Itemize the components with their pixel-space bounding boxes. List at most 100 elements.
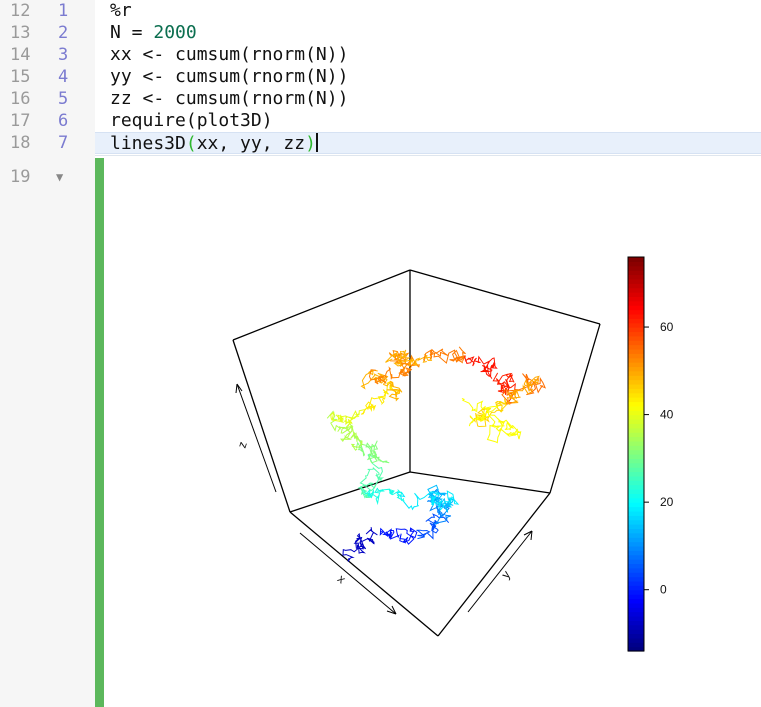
plot-box-edge xyxy=(289,511,439,637)
colorkey-band xyxy=(628,497,644,503)
random-walk-lines xyxy=(326,346,547,562)
walk-segment xyxy=(423,346,467,364)
colorkey-band xyxy=(628,567,644,573)
walk-segment xyxy=(379,527,418,545)
code-token: xx, yy, zz xyxy=(196,133,306,154)
code-token: %r xyxy=(110,0,132,21)
line-number: 19 xyxy=(10,167,31,187)
code-line[interactable]: xx <- cumsum(rnorm(N)) xyxy=(95,44,761,66)
colorkey-band xyxy=(628,383,644,389)
z-axis-label: z xyxy=(235,440,250,450)
output-status-bar xyxy=(95,158,104,707)
colorkey-band xyxy=(628,278,644,284)
colorkey-band xyxy=(628,418,644,424)
code-token: lines3D xyxy=(110,133,186,154)
colorkey-band xyxy=(628,327,644,333)
colorkey-band xyxy=(628,454,644,459)
colorkey-band xyxy=(628,362,644,368)
colorkey-tick-label: 0 xyxy=(660,583,667,597)
colorkey-band xyxy=(628,309,644,315)
line-number-row: 15 4 xyxy=(0,66,95,88)
colorkey-band xyxy=(628,528,644,534)
colorkey-band xyxy=(628,261,644,267)
colorkey-band xyxy=(628,598,644,604)
fold-toggle-icon[interactable]: ▼ xyxy=(56,170,64,184)
code-token: require(plot3D) xyxy=(110,110,273,131)
colorkey-band xyxy=(628,510,644,516)
colorkey-band xyxy=(628,335,644,341)
colorkey-band xyxy=(628,370,644,376)
line-number-row: 13 2 xyxy=(0,22,95,44)
line-number: 16 xyxy=(10,89,31,109)
z-axis-arrow xyxy=(236,383,277,493)
cell-line-number: 7 xyxy=(58,133,69,153)
z-arrowhead-icon xyxy=(235,383,243,394)
code-line[interactable]: zz <- cumsum(rnorm(N)) xyxy=(95,88,761,110)
walk-segment xyxy=(461,398,522,440)
line-number: 18 xyxy=(10,133,31,153)
colorkey-band xyxy=(628,318,644,324)
line-number: 15 xyxy=(10,67,31,87)
walk-segment xyxy=(501,373,547,406)
colorkey-band xyxy=(628,607,644,613)
walk-segment xyxy=(388,350,420,373)
colorkey-tick-label: 20 xyxy=(660,495,674,509)
plot-box xyxy=(232,269,601,637)
colorkey-band xyxy=(628,270,644,276)
colorkey-band xyxy=(628,348,644,354)
walk-segment xyxy=(361,487,405,506)
line-number-gutter: 12 1 13 2 14 3 15 4 16 5 17 6 18 7 19 ▼ xyxy=(0,0,95,707)
plot-box-edge xyxy=(289,471,411,513)
colorkey-band xyxy=(628,313,644,319)
colorkey-band xyxy=(628,445,644,451)
line-number: 17 xyxy=(10,111,31,131)
colorkey-band xyxy=(628,414,644,420)
walk-segment xyxy=(354,434,390,464)
code-token: yy <- cumsum(rnorm(N)) xyxy=(110,66,349,87)
colorkey-band xyxy=(628,388,644,394)
colorkey-band xyxy=(628,379,644,385)
colorkey-band xyxy=(628,283,644,289)
line-number: 13 xyxy=(10,23,31,43)
colorkey-band xyxy=(628,489,644,494)
colorkey-band xyxy=(628,344,644,350)
colorkey-tick-label: 60 xyxy=(660,320,674,334)
output-line-row: 19 ▼ xyxy=(0,166,95,188)
plot-box-edge xyxy=(437,492,551,637)
colorkey-band xyxy=(628,397,644,403)
walk-segment xyxy=(342,527,378,562)
colorkey-band xyxy=(628,340,644,346)
plot-box-edge xyxy=(232,269,411,341)
colorkey-band xyxy=(628,524,644,530)
colorkey-band xyxy=(628,532,644,538)
colorkey-band xyxy=(628,475,644,481)
code-line[interactable]: yy <- cumsum(rnorm(N)) xyxy=(95,66,761,88)
text-cursor xyxy=(315,133,318,152)
code-line[interactable]: %r xyxy=(95,0,761,22)
walk-segment xyxy=(503,375,540,406)
colorkey-band xyxy=(628,292,644,297)
walk-segment xyxy=(385,349,433,367)
code-line[interactable]: N = 2000 xyxy=(95,22,761,44)
walk-segment xyxy=(326,410,363,451)
colorkey-band xyxy=(628,392,644,398)
y-arrowhead-icon xyxy=(523,530,533,541)
colorkey-band xyxy=(628,357,644,363)
cell-line-number: 5 xyxy=(58,89,69,109)
plot-box-edge xyxy=(232,339,291,513)
colorkey-band xyxy=(628,624,644,630)
colorkey-band xyxy=(628,484,644,490)
colorkey-band xyxy=(628,537,644,543)
plot-box-edge xyxy=(409,471,551,494)
colorkey-band xyxy=(628,637,644,643)
colorkey-band xyxy=(628,545,644,551)
code-line[interactable]: require(plot3D) xyxy=(95,110,761,132)
colorkey-band xyxy=(628,594,644,600)
code-line[interactable]: lines3D(xx, yy, zz) xyxy=(95,132,761,154)
colorkey-band xyxy=(628,462,644,468)
x-axis-arrow xyxy=(299,532,397,615)
colorkey-band xyxy=(628,265,644,271)
walk-segment xyxy=(464,355,498,379)
